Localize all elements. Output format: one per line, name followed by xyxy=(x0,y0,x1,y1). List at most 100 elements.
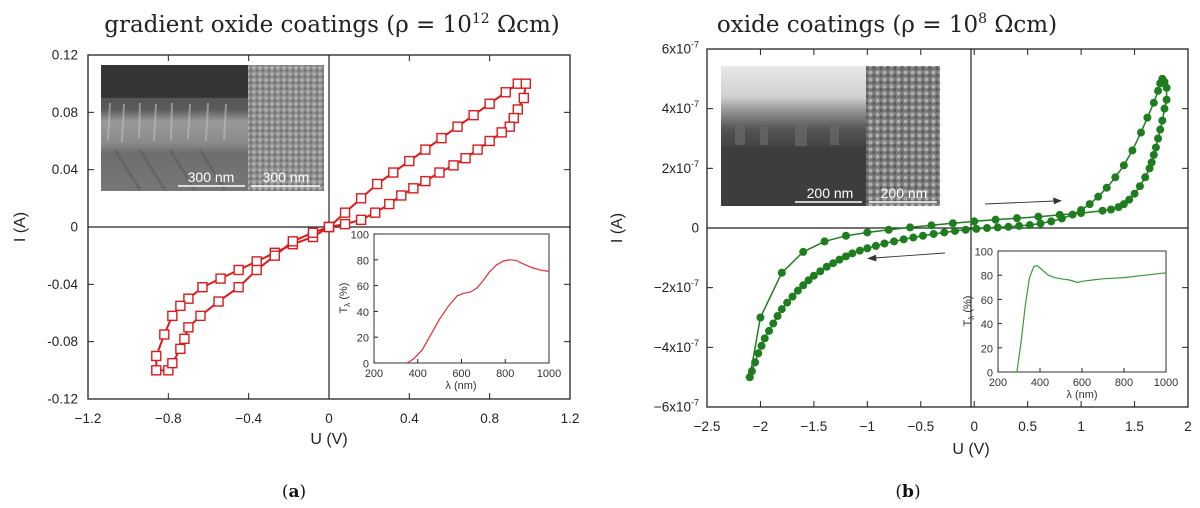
panel-b-y-ticks: −6x10-7 −4x10-7 −2x10-7 0 2x10-7 4x10-7 6x10-7 xyxy=(654,40,1188,415)
data-point xyxy=(793,286,802,295)
panel-a-scalebar-right: 300 nm xyxy=(263,169,310,185)
panel-a-sem-image: 300 nm 300 nm xyxy=(101,65,324,191)
data-point xyxy=(468,109,479,121)
y-tick-label: 20 xyxy=(357,333,369,345)
data-point xyxy=(950,226,959,235)
x-tick-label: 1000 xyxy=(537,368,561,380)
y-tick-label: 0 xyxy=(70,220,78,235)
data-point xyxy=(1136,128,1145,137)
x-tick-label: 0.8 xyxy=(480,411,499,426)
panel-a-y-ticks: -0.12 -0.08 -0.04 0 0.04 0.08 0.12 xyxy=(47,48,570,407)
data-point xyxy=(233,264,244,276)
data-point xyxy=(777,268,786,277)
data-point xyxy=(991,215,1000,224)
data-point xyxy=(799,247,808,256)
data-point xyxy=(504,121,515,132)
data-point xyxy=(251,256,262,267)
data-point xyxy=(408,183,419,194)
data-point xyxy=(884,225,893,234)
x-tick-label: −0.8 xyxy=(155,411,182,426)
data-point xyxy=(983,224,992,232)
data-point xyxy=(841,252,850,261)
panel-b-markers xyxy=(745,74,1171,382)
data-point xyxy=(1154,86,1163,95)
data-point xyxy=(1128,146,1137,155)
data-point xyxy=(1077,209,1086,218)
x-tick-label: 400 xyxy=(409,368,427,380)
data-point xyxy=(777,305,786,314)
x-tick-label: 200 xyxy=(989,377,1007,389)
data-point xyxy=(420,175,431,187)
data-point xyxy=(773,312,782,321)
y-tick-label: 0 xyxy=(987,368,993,380)
y-tick-label: 0 xyxy=(691,221,699,236)
data-point xyxy=(1162,83,1171,92)
data-point xyxy=(472,144,483,155)
y-tick-label: -0.12 xyxy=(47,392,78,407)
panel-a-markers xyxy=(151,78,532,376)
panel-b-inset-xlabel: λ (nm) xyxy=(1066,389,1097,401)
data-point xyxy=(1098,206,1107,215)
data-point xyxy=(835,255,844,264)
reverse-arrowhead xyxy=(867,254,877,262)
x-tick-label: 1 xyxy=(1077,419,1085,434)
y-tick-label: 40 xyxy=(981,319,993,331)
panel-a-title: gradient oxide coatings (ρ = 1012 Ωcm) xyxy=(104,11,560,38)
x-tick-label: 0 xyxy=(970,419,978,434)
x-tick-label: 200 xyxy=(365,368,383,380)
x-tick-label: 1.2 xyxy=(561,411,580,426)
data-point xyxy=(816,267,825,276)
data-point xyxy=(918,231,927,240)
data-point xyxy=(972,224,981,233)
data-point xyxy=(1015,221,1024,230)
data-point xyxy=(251,264,262,276)
data-point xyxy=(1162,95,1171,104)
data-point xyxy=(788,292,797,301)
x-tick-label: 800 xyxy=(1115,377,1133,389)
data-point xyxy=(388,167,399,178)
data-point xyxy=(863,244,872,253)
y-tick-label: 0 xyxy=(363,359,369,371)
y-tick-label: -0.08 xyxy=(47,334,78,349)
data-point xyxy=(1085,200,1094,209)
data-point xyxy=(783,298,792,307)
data-point xyxy=(757,341,766,350)
data-point xyxy=(167,310,178,322)
data-point xyxy=(1149,98,1158,107)
data-point xyxy=(496,127,507,138)
x-tick-label: −0.4 xyxy=(235,411,262,426)
data-point xyxy=(855,246,864,255)
data-point xyxy=(339,218,351,230)
data-point xyxy=(518,92,530,104)
panel-a-inset-frame xyxy=(373,233,550,364)
data-point xyxy=(871,241,880,250)
y-tick-label: 100 xyxy=(351,230,369,242)
panel-b-ylabel: I (A) xyxy=(609,213,626,243)
data-point xyxy=(1102,183,1111,192)
data-point xyxy=(1156,125,1165,134)
data-point xyxy=(339,207,351,218)
x-tick-label: −2.5 xyxy=(694,419,721,434)
data-point xyxy=(233,282,244,293)
x-tick-label: 2 xyxy=(1184,419,1192,434)
y-tick-label: 2x10-7 xyxy=(662,159,699,176)
y-tick-label: 6x10-7 xyxy=(662,40,699,57)
data-point xyxy=(269,250,280,261)
data-point xyxy=(197,282,208,293)
data-point xyxy=(151,365,162,376)
data-point xyxy=(822,262,831,271)
panel-a-x-ticks: −1.2 −0.8 −0.4 0 0.4 0.8 1.2 xyxy=(75,55,580,426)
data-point xyxy=(764,326,773,335)
data-point xyxy=(1068,210,1077,219)
data-point xyxy=(384,198,395,210)
data-point xyxy=(355,214,367,226)
data-point xyxy=(369,207,381,218)
panel-a-inset-xlabel: λ (nm) xyxy=(445,380,476,392)
panel-a-ylabel: I (A) xyxy=(12,212,29,242)
data-point xyxy=(909,233,918,242)
x-tick-label: −1.5 xyxy=(801,419,828,434)
data-point xyxy=(1145,164,1154,173)
data-point xyxy=(323,221,335,233)
panel-b-inset-x-ticks: 200 400 600 800 1000 xyxy=(989,368,1178,389)
data-point xyxy=(899,235,908,244)
